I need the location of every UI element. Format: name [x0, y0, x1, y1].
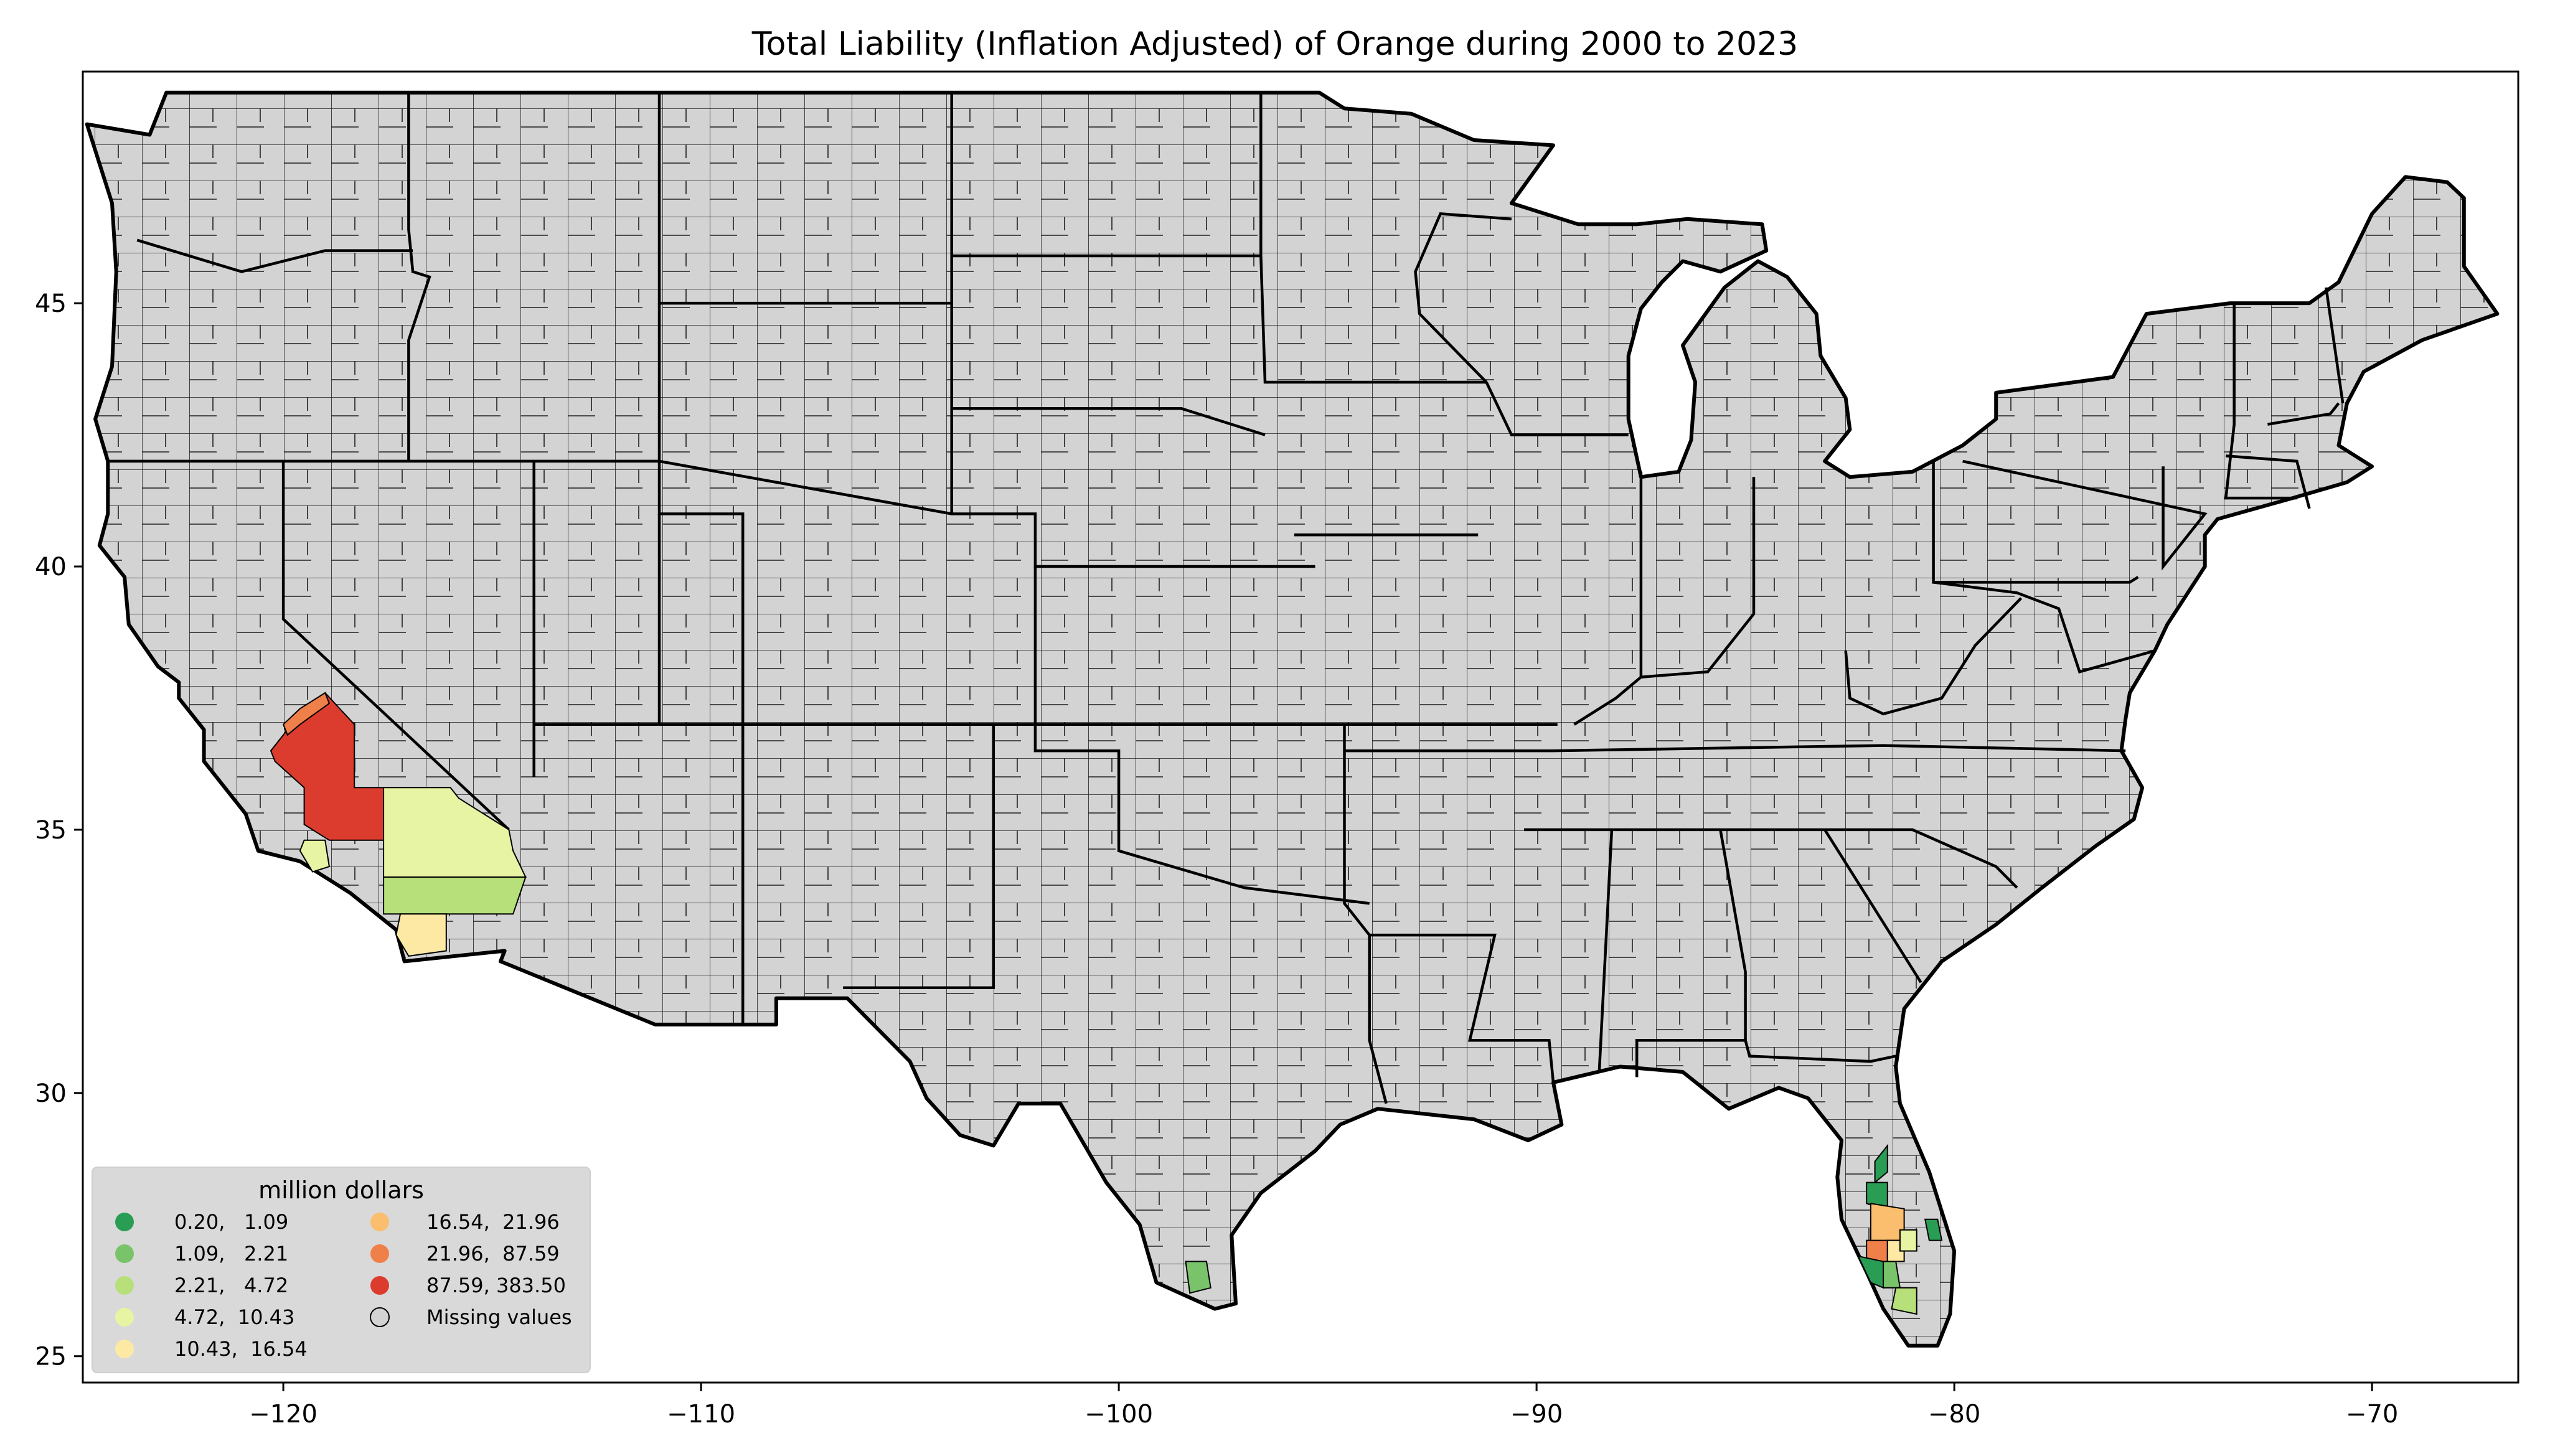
legend-swatch-1 [115, 1244, 134, 1263]
legend-swatch-2 [115, 1276, 134, 1295]
county-bin-2-16 [1891, 1287, 1917, 1315]
state-border-13 [1033, 566, 1370, 905]
state-border-33 [2267, 402, 2340, 426]
y-tick-label: 30 [35, 1079, 67, 1108]
colored-counties [270, 692, 1943, 1315]
map-title: Total Liability (Inflation Adjusted) of … [751, 26, 1799, 63]
y-tick-label: 35 [35, 816, 67, 845]
legend-label-1: 1.09, 2.21 [174, 1242, 288, 1266]
state-border-22 [1640, 477, 1756, 679]
legend-swatch-8 [370, 1307, 390, 1327]
state-border-27 [1744, 1040, 1896, 1063]
x-tick-label: −110 [667, 1400, 735, 1429]
x-tick-label: −70 [2346, 1400, 2398, 1429]
y-tick-label: 45 [35, 289, 67, 318]
county-bin-0-7 [1874, 1144, 1888, 1184]
legend-box [92, 1167, 591, 1373]
state-border-2 [136, 238, 413, 273]
state-border-23 [1932, 461, 2139, 584]
legend-label-4: 10.43, 16.54 [174, 1337, 308, 1361]
state-border-20 [1414, 212, 1512, 383]
state-border-35 [1962, 459, 2208, 571]
y-tick-label: 25 [35, 1343, 67, 1371]
legend-label-7: 87.59, 383.50 [426, 1274, 566, 1297]
state-border-30 [1844, 597, 2023, 716]
legend-title: million dollars [258, 1177, 424, 1204]
state-border-5 [657, 92, 953, 305]
county-borders [87, 92, 2498, 1346]
state-border-34 [2325, 287, 2345, 404]
county-bin-6-1 [282, 692, 331, 736]
state-border-24 [1597, 829, 1614, 1073]
legend-swatch-3 [115, 1308, 134, 1327]
x-tick-label: −90 [1510, 1400, 1563, 1429]
state-border-12 [951, 407, 1266, 436]
county-bin-3-12 [1899, 1229, 1917, 1252]
state-border-31 [2224, 303, 2297, 500]
state-border-18 [1344, 744, 2126, 753]
state-border-26 [1524, 828, 2018, 889]
legend-label-8: Missing values [426, 1305, 572, 1329]
county-bin-7-0 [270, 692, 385, 841]
state-border-14 [1259, 255, 1487, 384]
y-tick-label: 40 [35, 553, 67, 581]
y-axis-ticks: 25 30 35 40 45 [35, 289, 83, 1371]
county-bin-0-13 [1924, 1218, 1943, 1241]
legend-swatch-0 [115, 1213, 134, 1231]
state-border-0 [407, 92, 431, 461]
x-axis-ticks: −120 −110 −100 −90 −80 −70 [249, 1383, 2398, 1429]
legend-label-0: 0.20, 1.09 [174, 1210, 288, 1234]
county-bin-3-5 [299, 839, 331, 873]
state-border-17 [1369, 933, 1555, 1083]
state-border-32 [2226, 454, 2311, 509]
state-border-19 [1485, 382, 1629, 436]
axes-frame [82, 70, 2519, 1384]
legend-items: 0.20, 1.09 1.09, 2.21 2.21, 4.72 4.72, 10.4… [115, 1210, 572, 1361]
state-border-28 [1823, 829, 1922, 984]
legend-label-5: 16.54, 21.96 [426, 1210, 560, 1234]
x-tick-label: −80 [1928, 1400, 1980, 1429]
county-bin-4-4 [395, 913, 447, 957]
legend-swatch-4 [115, 1340, 134, 1358]
map-plot-area [85, 90, 2500, 1348]
state-border-29 [1933, 581, 2155, 674]
legend-label-6: 21.96, 87.59 [426, 1242, 560, 1266]
legend-label-3: 4.72, 10.43 [174, 1305, 294, 1329]
state-border-21 [1573, 471, 1643, 726]
legend-swatch-6 [370, 1244, 389, 1263]
state-border-3 [281, 461, 510, 831]
legend-label-2: 2.21, 4.72 [174, 1274, 288, 1297]
legend-swatch-5 [370, 1213, 389, 1231]
state-border-6 [657, 303, 745, 1025]
county-bin-0-14 [1857, 1255, 1884, 1289]
state-borders [108, 92, 2345, 1104]
x-tick-label: −100 [1084, 1400, 1153, 1429]
county-bin-2-3 [383, 876, 527, 915]
state-border-9 [743, 723, 995, 989]
legend-swatch-7 [370, 1276, 389, 1295]
county-bin-1-6 [1185, 1261, 1211, 1294]
x-tick-label: −120 [249, 1400, 318, 1429]
legend: million dollars 0.20, 1.09 1.09, 2.21 2.21… [92, 1167, 591, 1373]
